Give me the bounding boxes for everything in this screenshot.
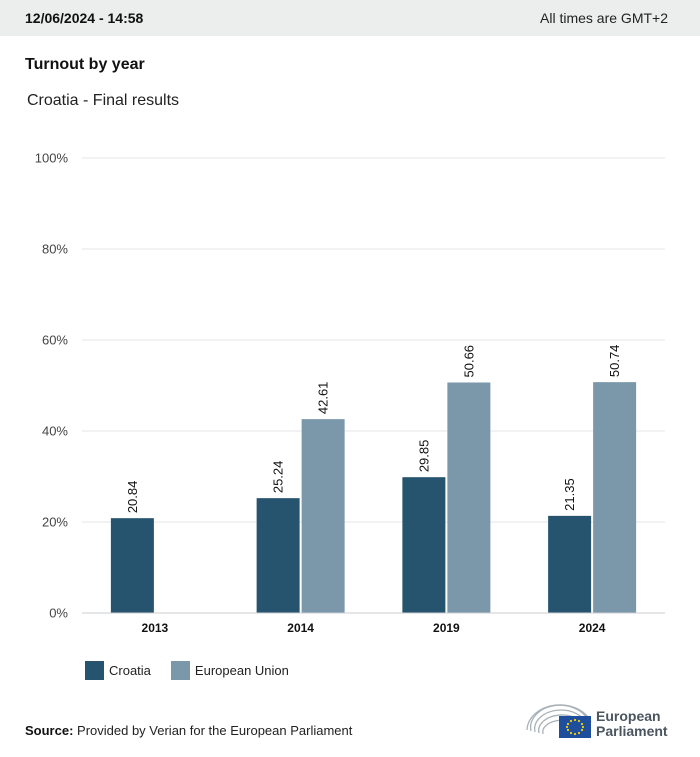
y-tick-label-60: 60%	[42, 333, 68, 348]
european-parliament-logo[interactable]: European Parliament	[525, 700, 680, 740]
bar-european-union-2019	[447, 382, 491, 613]
bar-croatia-2019	[402, 477, 446, 613]
data-label-croatia-2024: 21.35	[562, 478, 577, 511]
header-bar: 12/06/2024 - 14:58 All times are GMT+2	[0, 0, 700, 36]
data-label-croatia-2013: 20.84	[125, 481, 140, 514]
x-tick-label-2013: 2013	[142, 621, 169, 635]
data-label-european-union-2024: 50.74	[607, 345, 622, 378]
source-label: Source:	[25, 723, 74, 738]
source-text: Provided by Verian for the European Parl…	[77, 723, 353, 738]
timezone-note: All times are GMT+2	[540, 10, 668, 26]
chart-subtitle: Croatia - Final results	[27, 92, 180, 109]
european-parliament-hemicycle-icon	[526, 704, 592, 738]
x-tick-label-2024: 2024	[579, 621, 606, 635]
y-tick-label-80: 80%	[42, 242, 68, 257]
logo-text: European Parliament	[596, 709, 668, 739]
bar-croatia-2013	[110, 518, 154, 613]
chart-legend: Croatia European Union	[85, 661, 309, 680]
y-tick-label-20: 20%	[42, 515, 68, 530]
logo-text-line2: Parliament	[596, 723, 668, 739]
bar-european-union-2024	[593, 382, 637, 613]
legend-label-european-union: European Union	[194, 663, 289, 678]
y-tick-label-0: 0%	[49, 606, 68, 621]
data-label-european-union-2019: 50.66	[461, 345, 476, 378]
y-tick-label-40: 40%	[42, 424, 68, 439]
timestamp: 12/06/2024 - 14:58	[25, 10, 144, 26]
bar-croatia-2014	[256, 498, 300, 613]
bar-croatia-2024	[548, 515, 592, 613]
legend-item-european-union[interactable]: European Union	[170, 661, 289, 680]
data-label-european-union-2014: 42.61	[316, 382, 331, 415]
source-note: Source: Provided by Verian for the Europ…	[25, 723, 352, 738]
y-tick-label-100: 100%	[35, 151, 69, 166]
data-label-croatia-2019: 29.85	[416, 440, 431, 473]
x-tick-label-2014: 2014	[287, 621, 314, 635]
legend-item-croatia[interactable]: Croatia	[85, 661, 151, 680]
logo-text-line1: European	[596, 708, 661, 724]
legend-swatch-croatia	[85, 661, 104, 680]
data-label-croatia-2014: 25.24	[271, 461, 286, 494]
chart-title: Turnout by year	[25, 56, 145, 73]
legend-swatch-european-union	[170, 661, 190, 680]
x-tick-label-2019: 2019	[433, 621, 460, 635]
turnout-bar-chart: 0% 20% 40% 60% 80% 100% 20.84 2013 25.24 42.61 201…	[35, 151, 665, 635]
bar-european-union-2014	[301, 419, 345, 613]
legend-label-croatia: Croatia	[109, 663, 151, 678]
